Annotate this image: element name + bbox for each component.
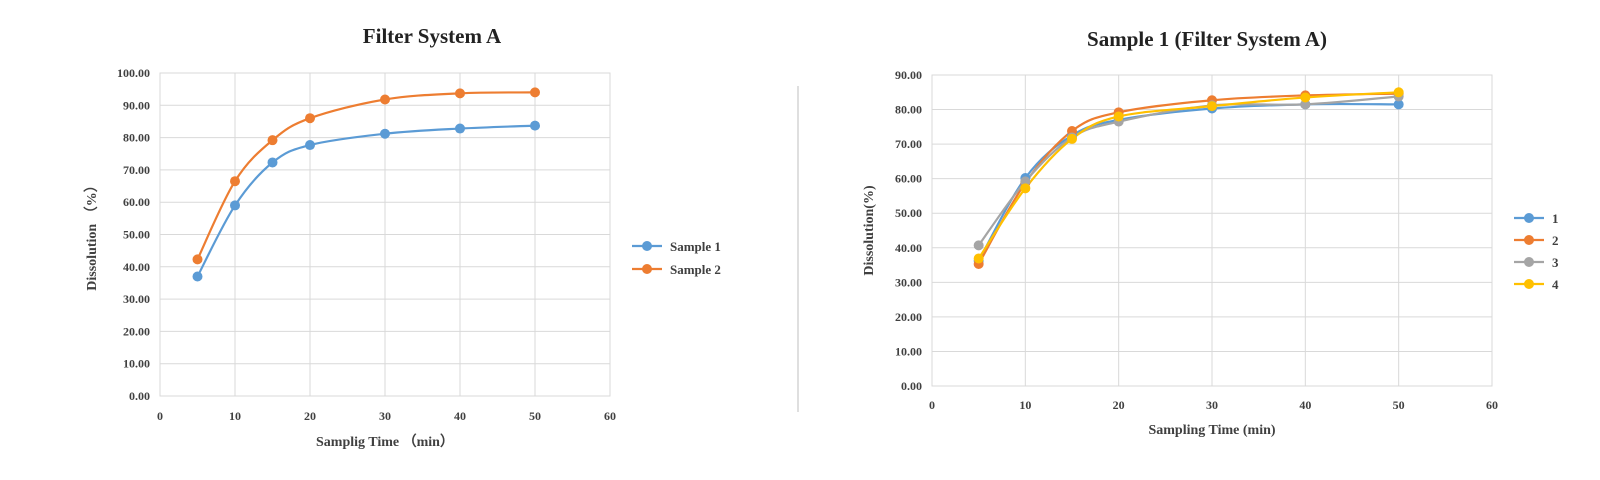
y-tick-label: 70.00	[895, 137, 922, 151]
x-tick-label: 40	[1299, 398, 1311, 412]
x-tick-label: 0	[157, 409, 163, 423]
y-tick-label: 100.00	[117, 66, 150, 80]
series-line-4	[977, 91, 1399, 260]
plot-area	[931, 74, 1493, 387]
legend-marker	[642, 264, 652, 274]
legend-label: 4	[1552, 277, 1559, 292]
x-tick-label: 40	[454, 409, 466, 423]
y-tick-label: 40.00	[123, 260, 150, 274]
legend-marker	[1524, 257, 1534, 267]
x-tick-label: 50	[529, 409, 541, 423]
legend-label: 3	[1552, 255, 1559, 270]
y-axis-title: Dissolution （%）	[84, 178, 100, 290]
x-tick-label: 30	[1206, 398, 1218, 412]
chart-right: Sample 1 (Filter System A) 0.00 10.00 20.00…	[862, 27, 1559, 438]
y-tick-label: 0.00	[129, 389, 150, 403]
data-point	[1020, 176, 1031, 187]
data-point	[267, 135, 278, 146]
x-tick-label: 50	[1393, 398, 1405, 412]
y-tick-label: 30.00	[895, 275, 922, 289]
data-point	[455, 88, 465, 99]
legend-entry: 4	[1514, 277, 1559, 292]
y-tick-label: 90.00	[895, 68, 922, 82]
y-tick-label: 20.00	[123, 324, 150, 338]
data-point	[192, 271, 203, 282]
data-point	[1113, 111, 1124, 122]
legend-entry: 1	[1514, 211, 1559, 226]
data-point	[1207, 101, 1217, 112]
series-line-sample-1	[196, 124, 536, 278]
legend-label: Sample 1	[670, 239, 721, 254]
y-axis-title: Dissolution(%)	[862, 185, 877, 276]
chart-title: Sample 1 (Filter System A)	[1087, 27, 1327, 51]
y-tick-label: 0.00	[901, 379, 922, 393]
y-tick-label: 60.00	[895, 172, 922, 186]
x-tick-label: 30	[379, 409, 391, 423]
data-point	[1067, 133, 1077, 144]
y-tick-label: 60.00	[123, 195, 150, 209]
legend-label: 1	[1552, 211, 1559, 226]
y-tick-label: 10.00	[123, 357, 150, 371]
legend-entry: 3	[1514, 255, 1559, 270]
legend-marker	[642, 241, 652, 251]
x-tick-label: 20	[304, 409, 316, 423]
legend-label: Sample 2	[670, 262, 721, 277]
legend-entry: Sample 1	[632, 239, 721, 254]
x-tick-label: 60	[1486, 398, 1498, 412]
y-tick-label: 30.00	[123, 292, 150, 306]
y-tick-label: 50.00	[895, 206, 922, 220]
legend-label: 2	[1552, 233, 1559, 248]
y-tick-label: 90.00	[123, 98, 150, 112]
data-point	[192, 254, 203, 265]
data-point	[973, 253, 984, 264]
data-point	[1393, 99, 1404, 110]
x-tick-label: 10	[229, 409, 241, 423]
x-tick-label: 10	[1019, 398, 1031, 412]
data-point	[1300, 99, 1311, 110]
data-point	[1300, 92, 1311, 103]
chart-title: Filter System A	[363, 24, 502, 48]
data-point	[305, 140, 315, 151]
x-tick-label: 0	[929, 398, 935, 412]
legend-marker	[1524, 235, 1534, 245]
plot-area	[159, 72, 611, 397]
data-point	[380, 128, 390, 139]
y-tick-label: 20.00	[895, 310, 922, 324]
legend-marker	[1524, 213, 1534, 223]
y-tick-label: 10.00	[895, 344, 922, 358]
data-point	[530, 87, 540, 98]
series-line-3	[977, 95, 1399, 247]
chart-left: Filter System A 0.00 10.00 20.00 30.00 40.00 5…	[84, 24, 721, 450]
data-point	[380, 94, 390, 105]
series-line-1	[977, 102, 1399, 262]
x-axis-title: Samplig Time （min）	[316, 434, 454, 450]
legend-entry: 2	[1514, 233, 1559, 248]
data-point	[267, 157, 278, 168]
data-point	[973, 240, 984, 251]
y-tick-label: 80.00	[123, 131, 150, 145]
data-point	[1393, 87, 1404, 98]
data-point	[1020, 183, 1031, 194]
data-point	[305, 113, 315, 124]
y-tick-label: 50.00	[123, 228, 150, 242]
data-point	[530, 120, 540, 131]
data-point	[230, 200, 240, 211]
y-tick-label: 70.00	[123, 163, 150, 177]
y-tick-label: 80.00	[895, 103, 922, 117]
legend-entry: Sample 2	[632, 262, 721, 277]
legend-marker	[1524, 279, 1534, 289]
x-tick-label: 60	[604, 409, 616, 423]
y-tick-label: 40.00	[895, 241, 922, 255]
x-tick-label: 20	[1113, 398, 1125, 412]
x-axis-title: Sampling Time (min)	[1148, 423, 1275, 438]
data-point	[230, 176, 240, 187]
data-point	[455, 123, 465, 134]
